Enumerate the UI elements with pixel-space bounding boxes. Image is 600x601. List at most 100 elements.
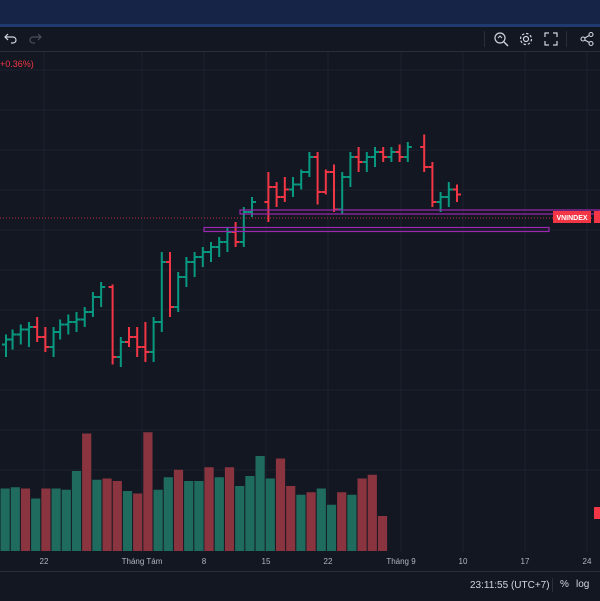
chart-overlay: VNINDEX	[0, 209, 600, 519]
volume-bar	[326, 504, 337, 551]
volume-bar	[173, 469, 184, 551]
ohlc-bar	[453, 184, 461, 202]
ohlc-bar	[428, 162, 437, 207]
x-tick-label: 24	[583, 557, 592, 566]
clock-readout: 23:11:55 (UTC+7)	[470, 580, 550, 591]
ohlc-bar	[88, 292, 97, 317]
x-tick-label: 8	[202, 557, 207, 566]
volume-bar	[224, 467, 235, 551]
volume-bar	[82, 433, 92, 551]
volume-bar	[377, 516, 388, 551]
ohlc-bar	[174, 272, 183, 312]
volume-bar	[316, 488, 326, 551]
ohlc-bar	[97, 282, 106, 307]
volume-bar	[255, 456, 265, 551]
ohlc-bar	[33, 317, 42, 342]
log-scale-button[interactable]: log	[576, 579, 590, 590]
volume-bar	[31, 498, 41, 551]
ohlc-bar	[338, 172, 347, 215]
volume-bar	[306, 492, 316, 551]
fullscreen-button[interactable]	[540, 27, 562, 51]
ohlc-bar	[395, 144, 404, 162]
ohlc-bar	[166, 252, 174, 317]
undo-button[interactable]	[0, 27, 22, 51]
volume-bar	[112, 481, 122, 551]
volume-bar	[10, 487, 20, 551]
volume-bar	[194, 481, 204, 551]
volume-bar	[163, 477, 173, 551]
x-tick-label: Tháng 9	[386, 557, 416, 566]
volume-bar	[61, 489, 71, 551]
volume-bar	[296, 494, 306, 551]
x-tick-label: Tháng Tám	[122, 557, 163, 566]
ohlc-bar	[354, 147, 363, 172]
percent-scale-button[interactable]: %	[560, 579, 569, 590]
ohlc-bar	[149, 317, 158, 362]
top-header-bar	[0, 0, 600, 27]
ohlc-bar	[231, 222, 240, 247]
ohlc-bar	[420, 134, 429, 172]
volume-bar	[184, 481, 194, 551]
redo-button[interactable]	[24, 27, 46, 51]
x-tick-label: 10	[459, 557, 468, 566]
ohlc-bar	[297, 169, 306, 190]
ohlc-bar	[305, 152, 314, 177]
ohlc-bar	[371, 147, 379, 167]
ohlc-bar	[41, 327, 50, 352]
ohlc-bar	[56, 319, 65, 340]
ohlc-bar	[379, 147, 388, 162]
volume-bar	[204, 467, 214, 551]
volume-bar	[367, 474, 377, 551]
volume-bar	[133, 493, 143, 551]
share-button[interactable]	[576, 27, 598, 51]
quick-search-button[interactable]	[490, 27, 512, 51]
price-label: VNINDEX	[553, 211, 600, 223]
fullscreen-icon	[544, 32, 558, 46]
ohlc-bar	[116, 337, 125, 367]
bottom-divider	[552, 578, 553, 592]
ohlc-bar	[125, 327, 133, 347]
ohlc-bar	[387, 147, 396, 162]
channel-upper-line	[239, 209, 600, 215]
volume-bar	[235, 486, 245, 551]
x-tick-label: 22	[324, 557, 333, 566]
volume-bar	[265, 478, 275, 551]
ohlc-bar	[182, 257, 191, 287]
volume-bar	[20, 488, 31, 551]
price-change-percent: +0.36%)	[0, 59, 34, 69]
ohlc-bar	[133, 327, 142, 357]
share-icon	[580, 31, 594, 47]
toolbar-divider	[566, 31, 567, 47]
price-label-text: VNINDEX	[556, 215, 587, 222]
volume-bar	[41, 488, 51, 551]
ohlc-bar	[190, 252, 199, 277]
x-tick-label: 22	[40, 557, 49, 566]
undo-icon	[4, 33, 17, 44]
time-axis: 22 Tháng Tám 8 15 22 Tháng 9 10 17 24	[40, 557, 592, 566]
ohlc-bar	[444, 182, 453, 207]
ohlc-bar	[207, 242, 215, 262]
ohlc-bar	[403, 142, 412, 162]
volume-bar	[71, 471, 82, 551]
volume-bar	[337, 492, 347, 551]
redo-icon	[29, 33, 42, 44]
volume-bar	[143, 432, 153, 551]
volume-bar	[214, 477, 224, 551]
volume-bar	[347, 494, 357, 551]
volume-bar	[153, 489, 163, 551]
volume-bar	[122, 491, 133, 551]
volume-bar	[275, 458, 286, 551]
ohlc-bar	[280, 177, 289, 202]
price-chart[interactable]: VNINDEX 22 Tháng Tám 8 15 22 Tháng 9 10 17 24	[0, 52, 600, 571]
ohlc-bar	[362, 152, 371, 172]
settings-button[interactable]	[515, 27, 537, 51]
chart-grid	[0, 52, 600, 552]
volume-bar	[92, 479, 102, 551]
volume-bar	[102, 478, 112, 551]
bottom-bar: 23:11:55 (UTC+7) % log	[0, 571, 600, 601]
toolbar-divider	[484, 31, 485, 47]
ohlc-bar	[215, 237, 224, 257]
ohlc-bar	[80, 307, 89, 327]
ohlc-bar	[16, 324, 25, 345]
ohlc-bar	[436, 192, 445, 212]
